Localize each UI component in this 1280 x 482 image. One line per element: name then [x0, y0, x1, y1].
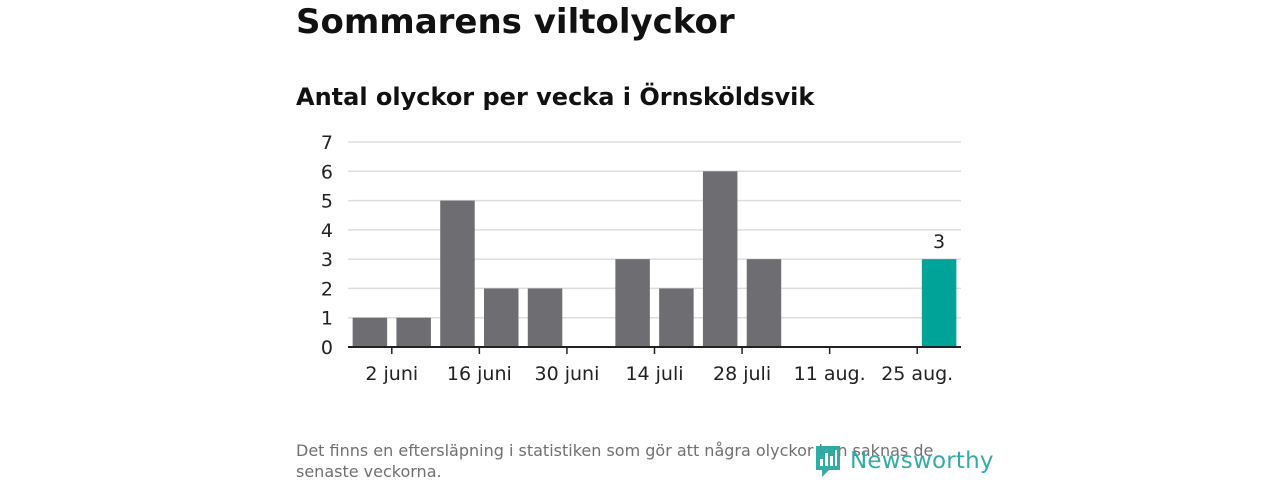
- x-tick-label: 11 aug.: [794, 363, 866, 385]
- bar: [352, 317, 388, 347]
- x-tick-label: 2 juni: [365, 363, 418, 385]
- bar: [527, 288, 563, 347]
- x-tick-label: 28 juli: [713, 363, 771, 385]
- x-tick-label: 14 juli: [625, 363, 683, 385]
- bar: [702, 171, 738, 347]
- footnote: Det finns en eftersläpning i statistiken…: [296, 441, 934, 481]
- y-tick-label: 7: [321, 132, 333, 154]
- x-tick-label: 16 juni: [447, 363, 512, 385]
- bar: [746, 259, 782, 347]
- newsworthy-logo-icon: [816, 446, 840, 477]
- bar: [615, 259, 650, 347]
- chart-subtitle: Antal olyckor per vecka i Örnsköldsvik: [296, 83, 815, 111]
- bar-chart: 0 1 2 3 4 5 6 7 3 2 juni 16 juni 30 juni 14 juli 28 j…: [321, 132, 961, 385]
- y-tick-label: 1: [321, 308, 333, 330]
- bar: [440, 200, 475, 347]
- chart-title: Sommarens viltolyckor: [296, 2, 735, 42]
- newsworthy-logo: Newsworthy: [814, 444, 994, 478]
- y-tick-label: 5: [321, 191, 333, 213]
- bar: [659, 288, 694, 347]
- y-tick-label: 2: [321, 278, 333, 300]
- y-tick-label: 3: [321, 249, 333, 271]
- bar-highlighted: [921, 259, 957, 347]
- y-tick-label: 6: [321, 161, 333, 183]
- y-tick-label: 4: [321, 220, 333, 242]
- logo-text: Newsworthy: [850, 448, 994, 474]
- bar: [484, 288, 519, 347]
- bar: [396, 317, 431, 347]
- x-tick-label: 25 aug.: [881, 363, 953, 385]
- y-tick-label: 0: [321, 337, 333, 359]
- x-tick-label: 30 juni: [534, 363, 599, 385]
- data-label: 3: [933, 231, 945, 253]
